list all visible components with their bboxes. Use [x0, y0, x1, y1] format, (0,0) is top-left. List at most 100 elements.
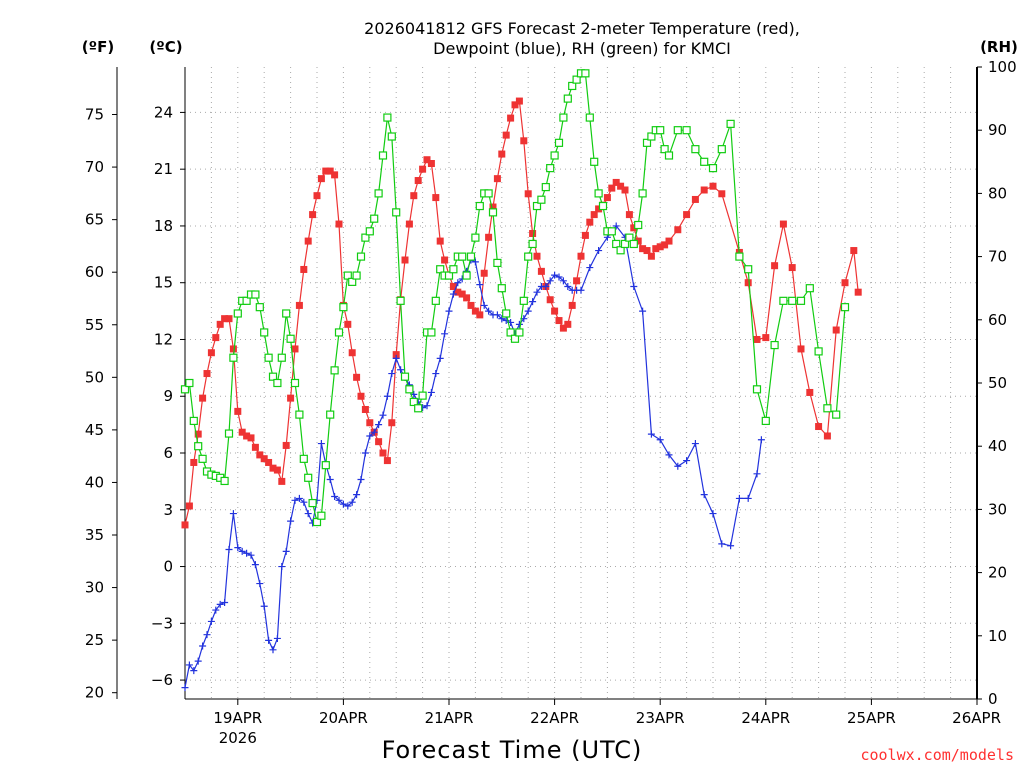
- rh-point: [194, 442, 203, 451]
- temperature-point: [832, 326, 840, 334]
- celsius-tick-label: 18: [154, 217, 173, 235]
- rh-point: [559, 113, 568, 122]
- temperature-point: [467, 301, 475, 309]
- temperature-point: [234, 407, 242, 415]
- dewpoint-point: [647, 430, 655, 438]
- temperature-point: [199, 394, 207, 402]
- rh-point: [744, 265, 753, 274]
- temperature-point: [718, 190, 726, 198]
- rh-point: [471, 233, 480, 242]
- dewpoint-point: [300, 498, 308, 506]
- dewpoint-point: [181, 684, 189, 692]
- dewpoint-point: [185, 661, 193, 669]
- rh-point: [233, 309, 242, 318]
- dewpoint-point: [727, 542, 735, 550]
- rh-point: [554, 138, 564, 147]
- celsius-tick-label: −6: [151, 671, 173, 689]
- rh-point: [528, 239, 537, 249]
- temperature-point: [287, 394, 295, 402]
- celsius-tick-label: 12: [154, 330, 173, 348]
- celsius-tick-label: 15: [154, 274, 173, 292]
- dewpoint-point: [423, 402, 431, 410]
- rh-point: [308, 498, 317, 508]
- temperature-point: [502, 131, 510, 139]
- rh-point: [717, 145, 726, 154]
- rh-point: [251, 290, 260, 299]
- rh-point: [647, 132, 656, 141]
- dewpoint-point: [471, 258, 479, 266]
- rh-point: [700, 157, 709, 166]
- temperature-point: [854, 288, 862, 296]
- dewpoint-line: [184, 224, 762, 688]
- rh-point: [682, 126, 691, 135]
- rh-point: [189, 416, 198, 426]
- rh-tick-label: 80: [988, 184, 1007, 202]
- rh-point: [431, 296, 440, 305]
- dewpoint-point: [515, 320, 523, 328]
- x-tick-label: 22APR: [530, 709, 579, 727]
- rh-point: [594, 189, 603, 198]
- x-tick-label: 25APR: [847, 709, 896, 727]
- rh-tick-label: 70: [988, 248, 1007, 266]
- dewpoint-point: [586, 264, 594, 272]
- dewpoint-point: [485, 307, 493, 315]
- temperature-point: [353, 373, 361, 381]
- dewpoint-point: [436, 354, 444, 362]
- rh-tick-label: 40: [988, 437, 1007, 455]
- dewpoint-point: [529, 298, 537, 306]
- temperature-point: [617, 182, 625, 190]
- rh-point: [242, 296, 251, 305]
- dewpoint-point: [251, 561, 259, 569]
- temperature-point: [533, 252, 541, 260]
- temperature-point: [423, 156, 431, 164]
- temperature-point: [489, 203, 497, 211]
- chart-axes: 20 25 30 35 40 45 50 55 60 65 70 75 −6 −3 0 3 6 9 12 15 18 21…: [85, 58, 1017, 747]
- temperature-point: [379, 449, 387, 457]
- rh-point: [326, 410, 335, 419]
- rh-point: [598, 201, 608, 211]
- rh-point: [220, 476, 229, 486]
- dewpoint-point: [718, 540, 726, 548]
- rh-point: [180, 385, 190, 394]
- temperature-point: [251, 443, 259, 451]
- celsius-tick-label: 9: [163, 387, 173, 405]
- fahrenheit-tick-label: 50: [85, 368, 104, 386]
- temperature-point: [762, 334, 770, 342]
- temperature-point: [181, 521, 189, 529]
- dewpoint-point: [555, 273, 563, 281]
- temperature-point: [577, 252, 585, 260]
- rh-point: [691, 145, 700, 154]
- rh-point: [519, 296, 528, 305]
- temperature-point: [476, 311, 484, 319]
- rh-point: [524, 252, 533, 261]
- celsius-tick-label: 24: [154, 103, 173, 121]
- dewpoint-point: [665, 451, 673, 459]
- temperature-point: [511, 101, 519, 109]
- rh-point: [607, 227, 616, 236]
- dewpoint-point: [639, 307, 647, 315]
- temperature-point: [630, 224, 638, 232]
- temperature-point: [463, 294, 471, 302]
- dewpoint-point: [238, 547, 246, 555]
- rh-point: [224, 429, 234, 438]
- rh-point: [286, 334, 295, 343]
- rh-point: [185, 378, 194, 388]
- chart-title-line2: Dewpoint (blue), RH (green) for KMCI: [433, 39, 731, 58]
- temperature-point: [260, 455, 268, 463]
- temperature-point: [529, 230, 537, 238]
- temperature-point: [278, 477, 286, 485]
- dewpoint-point: [577, 286, 585, 294]
- dewpoint-point: [542, 282, 550, 290]
- rh-point: [387, 132, 396, 141]
- dewpoint-point: [273, 634, 281, 642]
- temperature-point: [661, 241, 669, 249]
- temperature-point: [586, 218, 594, 226]
- rh-point: [796, 296, 806, 305]
- dewpoint-point: [375, 421, 383, 429]
- rh-point: [475, 201, 484, 211]
- x-axis-label: Forecast Time (UTC): [382, 736, 643, 764]
- temperature-point: [348, 349, 356, 357]
- temperature-point: [590, 211, 598, 219]
- rh-point: [418, 391, 427, 400]
